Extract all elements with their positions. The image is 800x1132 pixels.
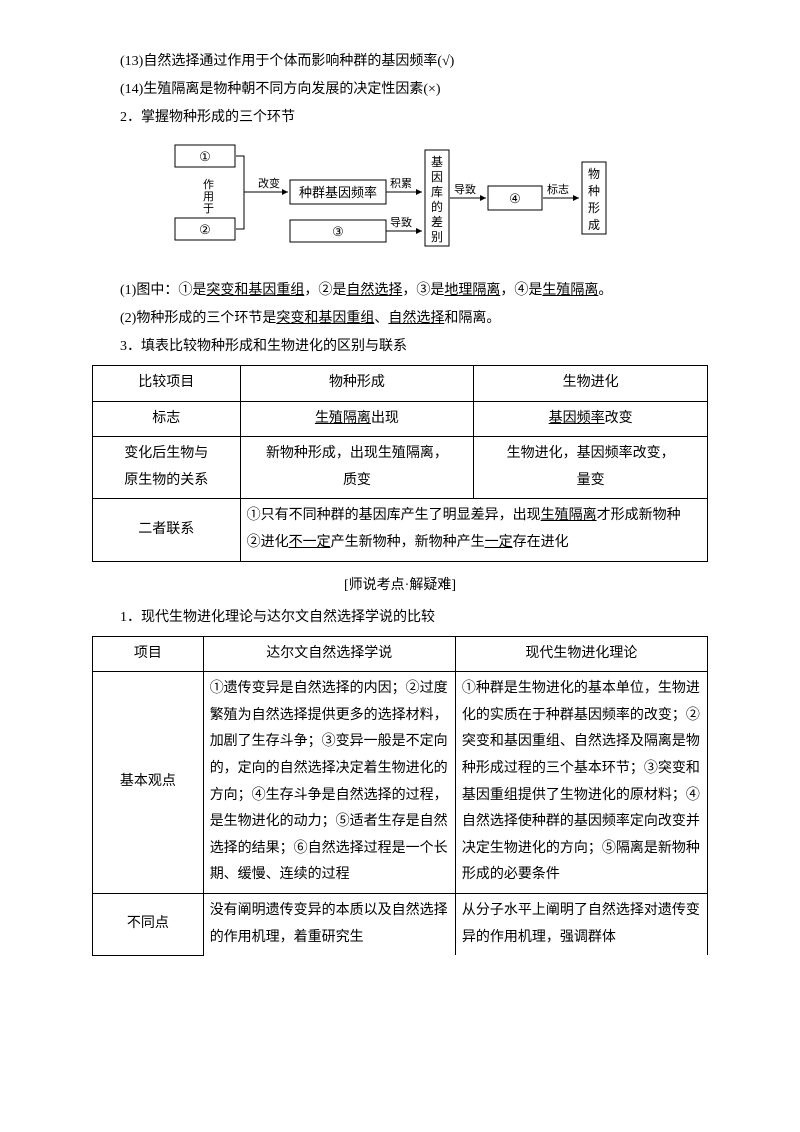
table-row: 标志 生殖隔离出现 基因频率改变 [93, 401, 708, 437]
explain-1: (1)图中：①是突变和基因重组，②是自然选择，③是地理隔离，④是生殖隔离。 [92, 277, 708, 305]
comparison-table-2: 项目 达尔文自然选择学说 现代生物进化理论 基本观点 ①遗传变异是自然选择的内因… [92, 636, 708, 956]
diagram-arrow1-label: 改变 [258, 176, 280, 190]
diagram-box-freq: 种群基因频率 [299, 185, 377, 200]
table-row: 基本观点 ①遗传变异是自然选择的内因；②过度繁殖为自然选择提供更多的选择材料，加… [93, 672, 708, 894]
table-row: 变化后生物与原生物的关系 新物种形成，出现生殖隔离，质变 生物进化，基因频率改变… [93, 437, 708, 499]
heading-1b: 1．现代生物进化理论与达尔文自然选择学说的比较 [92, 604, 708, 632]
svg-text:基: 基 [431, 155, 443, 169]
svg-text:差: 差 [431, 215, 443, 229]
svg-text:物: 物 [588, 167, 600, 181]
diagram-arrow4-label: 标志 [547, 182, 569, 196]
svg-text:形: 形 [588, 201, 600, 215]
diagram-num4: ④ [509, 191, 521, 206]
section-title: [师说考点·解疑难] [92, 572, 708, 600]
svg-text:种: 种 [588, 184, 600, 198]
heading-2: 2．掌握物种形成的三个环节 [92, 104, 708, 132]
diagram-mid-3: 于 [203, 203, 214, 215]
svg-text:成: 成 [588, 218, 600, 232]
heading-3: 3．填表比较物种形成和生物进化的区别与联系 [92, 333, 708, 361]
table-row: 项目 达尔文自然选择学说 现代生物进化理论 [93, 636, 708, 672]
diagram-num1: ① [199, 149, 211, 164]
diagram-mid-1: 作 [203, 178, 214, 191]
diagram-arrow2-label: 积累 [390, 177, 412, 190]
diagram-arrow3-label: 导致 [454, 182, 476, 196]
table-row: 二者联系 ①只有不同种群的基因库产生了明显差异，出现生殖隔离才形成新物种 ②进化… [93, 499, 708, 561]
diagram-mid-2: 用 [203, 191, 214, 203]
line-13: (13)自然选择通过作用于个体而影响种群的基因频率(√) [92, 48, 708, 76]
explain-2: (2)物种形成的三个环节是突变和基因重组、自然选择和隔离。 [92, 305, 708, 333]
table-row: 不同点 没有阐明遗传变异的本质以及自然选择的作用机理，着重研究生 从分子水平上阐… [93, 893, 708, 955]
svg-text:库: 库 [431, 184, 443, 199]
diagram-num3: ③ [332, 224, 344, 239]
diagram-arrow5-label: 导致 [390, 215, 412, 229]
speciation-diagram: ① ② 作 用 于 改变 种群基因频率 积累 ③ 导致 基 因 库 的 差 别 … [92, 140, 708, 271]
line-14: (14)生殖隔离是物种朝不同方向发展的决定性因素(×) [92, 76, 708, 104]
diagram-num2: ② [199, 222, 211, 237]
svg-text:因: 因 [431, 170, 443, 184]
comparison-table-1: 比较项目 物种形成 生物进化 标志 生殖隔离出现 基因频率改变 变化后生物与原生… [92, 365, 708, 562]
table-row: 比较项目 物种形成 生物进化 [93, 366, 708, 402]
svg-text:别: 别 [431, 230, 443, 244]
svg-text:的: 的 [431, 199, 443, 214]
